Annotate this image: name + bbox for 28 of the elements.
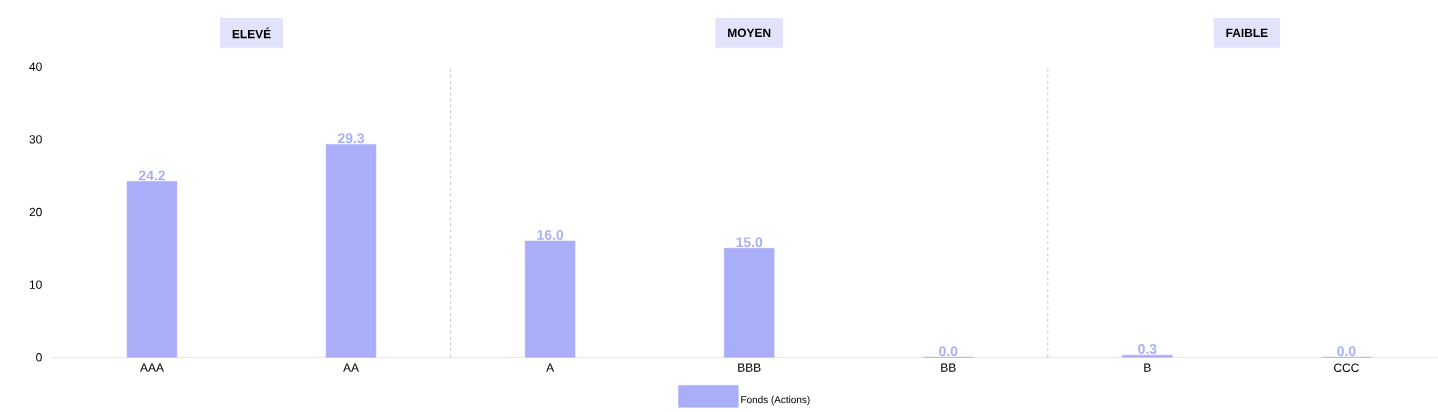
bar xyxy=(524,240,576,358)
bar xyxy=(126,181,178,358)
data-label: 16.0 xyxy=(537,229,564,240)
bar xyxy=(1122,354,1173,358)
x-tick-label: B xyxy=(1144,363,1151,372)
x-tick-label: CCC xyxy=(1334,363,1359,372)
bar xyxy=(724,248,775,358)
data-label: 0.0 xyxy=(939,346,958,357)
y-tick-label: 0 xyxy=(36,353,42,362)
y-tick-label: 20 xyxy=(29,207,42,217)
x-tick-label: BBB xyxy=(738,363,761,372)
x-tick-label: BB xyxy=(941,363,956,372)
y-tick-label: 10 xyxy=(29,280,42,289)
data-label: 29.3 xyxy=(337,133,365,144)
text: FAIBLE xyxy=(1226,28,1268,37)
text: MOYEN xyxy=(728,28,771,38)
data-label: 0.0 xyxy=(1337,346,1356,357)
x-tick-label: AAA xyxy=(140,363,164,372)
x-tick-label: AA xyxy=(343,363,359,372)
text: ELEVÉ xyxy=(232,27,271,39)
y-tick-label: 40 xyxy=(29,62,42,71)
data-label: 15.0 xyxy=(736,237,763,248)
bar xyxy=(325,144,377,358)
text: Fonds (Actions) xyxy=(741,395,810,406)
x-tick-label: A xyxy=(546,363,555,372)
y-tick-label: 30 xyxy=(29,135,42,144)
data-label: 24.2 xyxy=(138,170,165,181)
data-label: 0.3 xyxy=(1138,344,1157,354)
